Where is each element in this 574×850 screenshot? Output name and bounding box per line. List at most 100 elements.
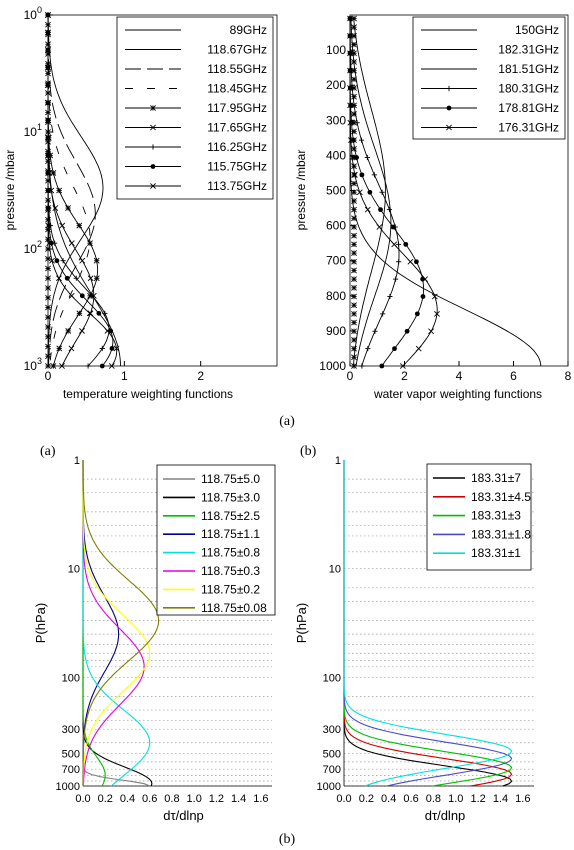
legend-label-117-95ghz: 117.95GHz xyxy=(207,101,267,115)
marker-116-25ghz-16 xyxy=(89,293,95,299)
marker-176-31ghz-11 xyxy=(364,206,371,213)
x-tick-label-3: 0.6 xyxy=(142,793,157,805)
marker-117-65ghz-15 xyxy=(87,275,94,282)
y-tick-label-1: 200 xyxy=(326,78,346,92)
marker-117-65ghz-14 xyxy=(79,257,86,264)
marker-113-75ghz-6 xyxy=(45,117,51,124)
legend-marker-117-65ghz xyxy=(150,124,156,131)
y-tick-label-0: 100 xyxy=(326,43,346,57)
marker-176-31ghz-1 xyxy=(347,32,353,39)
marker-176-31ghz-16 xyxy=(431,293,438,300)
marker-116-25ghz-19 xyxy=(99,345,105,352)
marker-113-75ghz-13 xyxy=(46,240,53,247)
x-tick-label-4: 8 xyxy=(565,369,572,383)
x-tick-label-1: 0.2 xyxy=(359,793,374,805)
y-tick-label-9: 1000 xyxy=(319,359,346,373)
marker-117-95ghz-17 xyxy=(76,310,83,317)
legend-label-183-31-4-5: 183.31±4.5 xyxy=(471,490,531,504)
marker-180-31ghz-15 xyxy=(393,276,399,282)
marker-180-31ghz-17 xyxy=(380,311,386,317)
marker-180-31ghz-20 xyxy=(359,363,365,369)
legend-label-118-67ghz: 118.67GHz xyxy=(207,43,267,57)
marker-117-95ghz-14 xyxy=(93,257,100,264)
y-tick-label-0: 1 xyxy=(335,455,341,467)
marker-178-81ghz-8 xyxy=(354,155,359,160)
marker-113-75ghz-15 xyxy=(55,275,62,282)
x-tick-label-6: 1.2 xyxy=(470,793,485,805)
marker-113-75ghz-20 xyxy=(108,363,115,369)
series-line-118-75-0-3 xyxy=(82,460,145,787)
series-line-118-67ghz xyxy=(47,15,104,366)
y-tick-label-2: 100 xyxy=(323,672,341,684)
y-tick-label-8: 900 xyxy=(326,324,346,338)
legend-label-118-75-0-8: 118.75±0.8 xyxy=(201,546,260,560)
y-tick-label-4: 500 xyxy=(326,184,346,198)
x-tick-label-7: 1.4 xyxy=(231,793,246,805)
caption-top: (a) xyxy=(279,414,295,429)
marker-117-65ghz-13 xyxy=(68,240,75,247)
x-tick-label-5: 1.0 xyxy=(187,793,202,805)
marker-176-31ghz-12 xyxy=(376,224,383,230)
series-line-118-55ghz xyxy=(47,15,96,367)
x-tick-label-2: 2 xyxy=(197,369,204,383)
legend-label-183-31-1: 183.31±1 xyxy=(471,546,521,560)
legend-marker-115-75ghz xyxy=(150,164,156,169)
marker-178-81ghz-13 xyxy=(403,241,409,247)
marker-115-75ghz-16 xyxy=(79,293,85,299)
legend-label-118-45ghz: 118.45GHz xyxy=(207,82,267,96)
marker-117-65ghz-19 xyxy=(68,345,75,352)
marker-178-81ghz-19 xyxy=(392,346,397,352)
legend-box xyxy=(426,463,532,571)
marker-117-95ghz-15 xyxy=(93,275,100,282)
legend-label-181-51ghz: 181.51GHz xyxy=(498,62,559,76)
marker-axis-9 xyxy=(351,93,357,100)
series-line-118-45ghz xyxy=(47,15,91,367)
marker-178-81ghz-10 xyxy=(367,189,373,195)
marker-axis-35 xyxy=(351,319,357,326)
y-tick-label-5: 600 xyxy=(326,219,346,233)
marker-115-75ghz-14 xyxy=(54,258,60,264)
marker-178-81ghz-17 xyxy=(414,311,420,317)
marker-176-31ghz-6 xyxy=(347,119,354,126)
x-axis-label: water vapor weighting functions xyxy=(373,387,542,401)
x-tick-label-2: 0.4 xyxy=(381,793,396,805)
legend-label-113-75ghz: 113.75GHz xyxy=(207,179,267,193)
x-tick-label-2: 4 xyxy=(456,369,463,383)
y-tick-label-4: 500 xyxy=(323,748,341,760)
x-tick-label-1: 0.2 xyxy=(98,793,113,805)
legend-label-118-75-0-08: 118.75±0.08 xyxy=(201,601,267,615)
x-axis-label: dτ/dlnp xyxy=(425,808,466,823)
marker-176-31ghz-15 xyxy=(422,276,429,283)
marker-113-75ghz-18 xyxy=(104,327,111,334)
marker-176-31ghz-0 xyxy=(347,15,353,22)
marker-117-65ghz-18 xyxy=(79,327,85,334)
marker-180-31ghz-18 xyxy=(372,328,378,334)
y-tick-label-6: 700 xyxy=(326,254,346,268)
x-tick-label-2: 0.4 xyxy=(120,793,135,805)
marker-176-31ghz-5 xyxy=(347,102,354,109)
marker-178-81ghz-14 xyxy=(414,259,419,265)
marker-113-75ghz-2 xyxy=(45,47,51,54)
marker-axis-31 xyxy=(351,284,357,291)
legend-label-118-75-5-0: 118.75±5.0 xyxy=(201,472,260,486)
marker-113-75ghz-7 xyxy=(45,134,51,141)
x-tick-label-0: 0 xyxy=(45,369,52,383)
x-tick-label-8: 1.6 xyxy=(253,793,268,805)
marker-axis-32 xyxy=(45,324,51,330)
y-tick-label-0: 100 xyxy=(24,5,42,22)
caption-bottom: (b) xyxy=(279,832,296,847)
legend-label-176-31ghz: 176.31GHz xyxy=(498,121,559,135)
x-tick-label-4: 0.8 xyxy=(164,793,179,805)
y-tick-label-3: 300 xyxy=(323,724,341,736)
y-axis-label: P(hPa) xyxy=(33,603,48,643)
marker-113-75ghz-4 xyxy=(45,82,51,89)
x-tick-label-0: 0.0 xyxy=(336,793,351,805)
legend-label-118-75-0-2: 118.75±0.2 xyxy=(201,582,260,596)
marker-176-31ghz-18 xyxy=(428,328,435,335)
marker-113-75ghz-3 xyxy=(45,64,51,71)
marker-axis-29 xyxy=(351,267,357,274)
marker-116-25ghz-15 xyxy=(73,275,79,281)
